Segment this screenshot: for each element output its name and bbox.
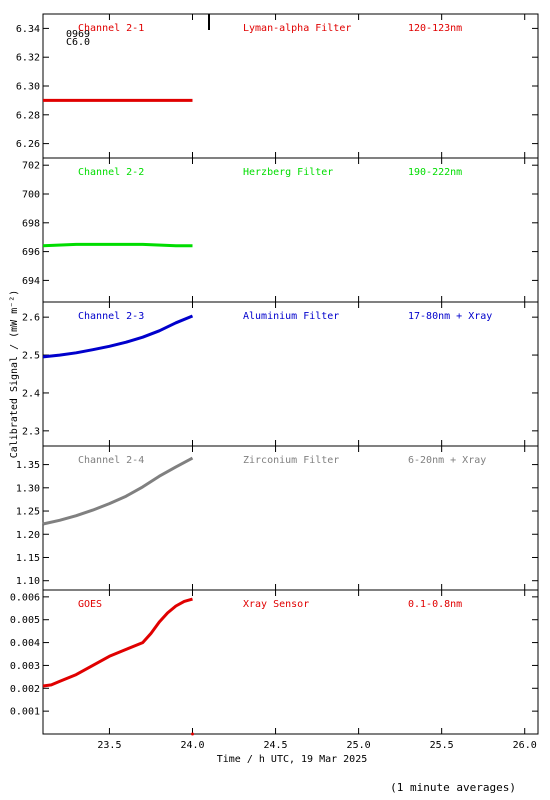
series-line xyxy=(42,314,194,359)
y-tick-label: 0.005 xyxy=(10,615,40,626)
series-line xyxy=(42,597,193,688)
panel-filter-label: Lyman-alpha Filter xyxy=(243,23,351,34)
y-tick-label: 0.006 xyxy=(10,592,40,603)
y-tick-label: 0.004 xyxy=(10,638,40,649)
panels: 6.26 6.28 6.30 6.32 6.34 Channel 2-1 Lyman-alp… xyxy=(10,13,539,751)
y-tick-label: 6.32 xyxy=(16,53,40,64)
goes-axis-marker xyxy=(190,732,194,736)
panel-filter-label: Zirconium Filter xyxy=(243,455,339,466)
y-tick-label: 702 xyxy=(22,161,40,172)
x-tick-label: 25.0 xyxy=(347,740,371,751)
panel-frame xyxy=(42,589,539,735)
x-axis-label: Time / h UTC, 19 Mar 2025 xyxy=(217,754,368,765)
y-tick-label: 2.4 xyxy=(22,388,40,399)
panel-band-label: 6-20nm + Xray xyxy=(408,455,486,466)
panel-channel-label: Channel 2-4 xyxy=(78,455,144,466)
y-tick-label: 2.5 xyxy=(22,351,40,362)
y-tick-label: 2.3 xyxy=(22,426,40,437)
y-tick-label: 6.34 xyxy=(16,24,40,35)
panel-filter-label: Xray Sensor xyxy=(243,599,309,610)
y-tick-label: 1.20 xyxy=(16,530,40,541)
y-tick-label: 0.002 xyxy=(10,684,40,695)
panel-filter-label: Aluminium Filter xyxy=(243,311,339,322)
y-tick-label: 0.001 xyxy=(10,707,40,718)
annotation-line-2: C6.0 xyxy=(66,37,90,48)
y-tick-label: 698 xyxy=(22,218,40,229)
x-tick-label: 24.0 xyxy=(180,740,204,751)
y-tick-label: 696 xyxy=(22,247,40,258)
y-tick-label: 6.28 xyxy=(16,110,40,121)
panel-band-label: 0.1-0.8nm xyxy=(408,599,462,610)
panel-band-label: 120-123nm xyxy=(408,23,462,34)
x-tick-label: 25.5 xyxy=(430,740,454,751)
x-tick-label: 26.0 xyxy=(513,740,537,751)
panel-frame xyxy=(42,157,539,303)
y-tick-label: 1.35 xyxy=(16,460,40,471)
series-line xyxy=(42,242,193,248)
panel-frame xyxy=(42,445,539,591)
panel-channel-label: Channel 2-3 xyxy=(78,311,144,322)
y-tick-label: 2.6 xyxy=(22,313,40,324)
x-tick-label: 24.5 xyxy=(264,740,288,751)
panel-channel-label: Channel 2-2 xyxy=(78,167,144,178)
y-tick-label: 1.30 xyxy=(16,483,40,494)
y-tick-label: 1.10 xyxy=(16,576,40,587)
y-tick-label: 6.30 xyxy=(16,82,40,93)
y-tick-label: 1.25 xyxy=(16,507,40,518)
x-tick-label: 23.5 xyxy=(97,740,121,751)
panel-filter-label: Herzberg Filter xyxy=(243,167,333,178)
panel-channel-label: Channel 2-1 xyxy=(78,23,144,34)
y-tick-label: 0.003 xyxy=(10,661,40,672)
y-tick-label: 694 xyxy=(22,276,40,287)
series-line xyxy=(42,456,194,526)
annotation-line-1: 0969 xyxy=(66,29,90,40)
y-tick-label: 6.26 xyxy=(16,139,40,150)
panel-channel-label: GOES xyxy=(78,599,102,610)
panel-band-label: 190-222nm xyxy=(408,167,462,178)
y-tick-label: 1.15 xyxy=(16,553,40,564)
y-axis-label: Calibrated Signal / (mW m⁻²) xyxy=(9,290,20,459)
y-tick-label: 700 xyxy=(22,190,40,201)
panel-frame xyxy=(42,301,539,447)
panel-frame xyxy=(42,13,539,159)
panel-band-label: 17-80nm + Xray xyxy=(408,311,492,322)
averaging-note: (1 minute averages) xyxy=(390,781,516,794)
